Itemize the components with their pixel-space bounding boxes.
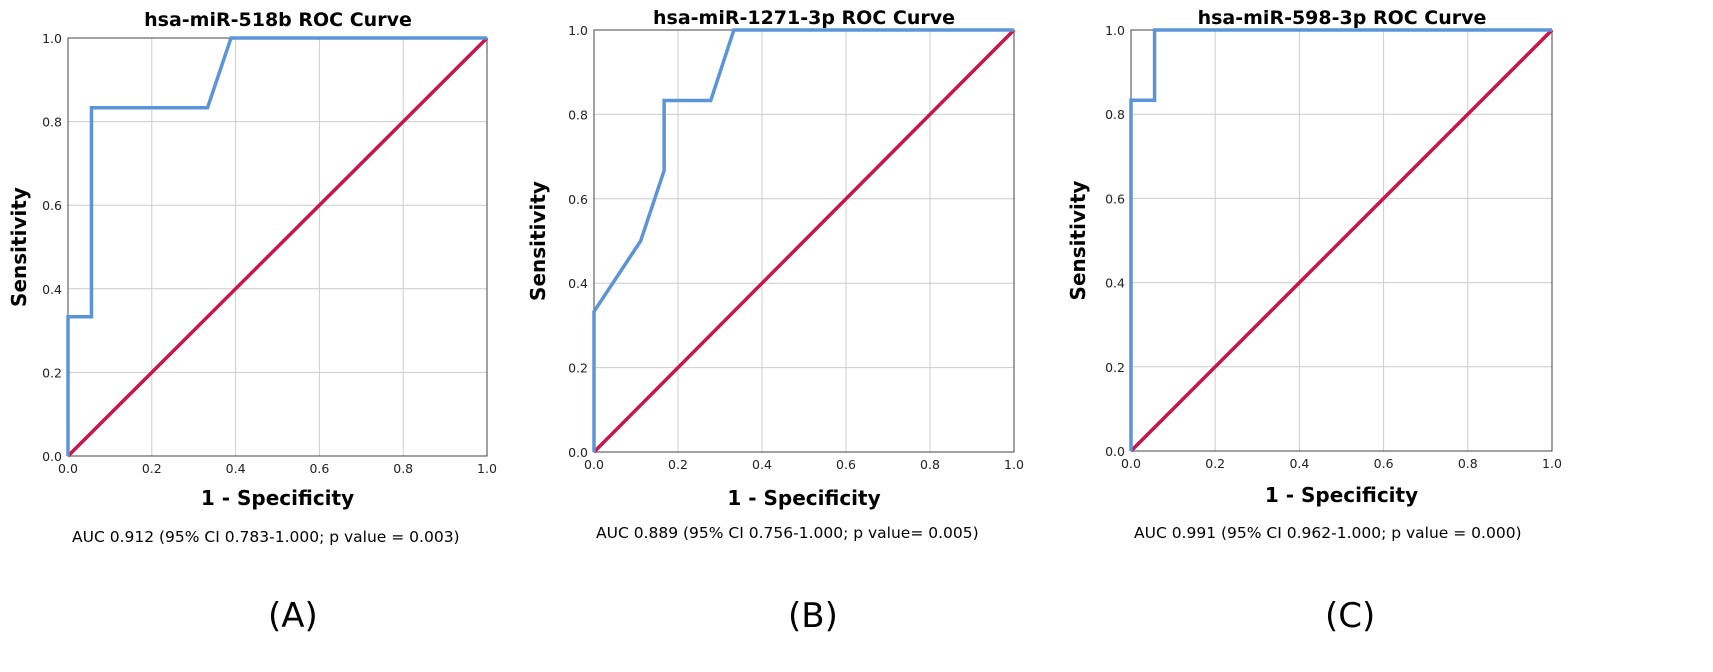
x-tick-label: 1.0: [477, 461, 497, 476]
x-axis-label: 1 - Specificity: [201, 486, 354, 510]
y-tick-label: 0.6: [42, 198, 62, 213]
auc-text: AUC 0.889 (95% CI 0.756-1.000; p value= …: [596, 524, 979, 542]
y-axis-label: Sensitivity: [1066, 181, 1090, 301]
x-tick-label: 0.2: [142, 461, 162, 476]
panel-label: (C): [1325, 596, 1376, 636]
x-axis-label: 1 - Specificity: [1265, 483, 1418, 507]
x-tick-label: 0.4: [1289, 456, 1309, 471]
x-tick-label: 0.0: [58, 461, 78, 476]
x-tick-label: 0.4: [752, 457, 772, 472]
reference-line: [1129, 28, 1554, 453]
auc-text: AUC 0.991 (95% CI 0.962-1.000; p value =…: [1134, 524, 1522, 542]
y-tick-label: 0.6: [568, 192, 588, 207]
y-tick-label: 0.8: [568, 107, 588, 122]
roc-panel-a: 0.0 0.0 0.2 0.2 0.4 0.4 0.6 0.6 0.8 0.8 1.0 1.0 hsa-…: [0, 0, 570, 672]
y-tick-label: 0.8: [1105, 107, 1125, 122]
x-tick-label: 1.0: [1004, 457, 1024, 472]
y-tick-label: 1.0: [1105, 23, 1125, 38]
reference-line: [592, 28, 1016, 454]
chart-title: hsa-miR-598-3p ROC Curve: [1198, 7, 1487, 29]
roc-curve: [1129, 28, 1552, 451]
y-tick-label: 1.0: [42, 31, 62, 46]
y-tick-label: 0.4: [1105, 276, 1125, 291]
y-tick-label: 0.4: [568, 276, 588, 291]
roc-curve: [66, 36, 487, 456]
x-tick-label: 0.2: [668, 457, 688, 472]
panel-label: (A): [268, 596, 318, 636]
x-tick-label: 0.0: [584, 457, 604, 472]
x-tick-label: 0.8: [1458, 456, 1478, 471]
y-tick-label: 0.2: [1105, 360, 1125, 375]
y-tick-label: 1.0: [568, 23, 588, 38]
y-tick-label: 0.4: [42, 282, 62, 297]
roc-curve: [592, 28, 1014, 452]
y-tick-label: 0.0: [42, 449, 62, 464]
x-tick-label: 0.6: [836, 457, 856, 472]
y-tick-label: 0.0: [568, 445, 588, 460]
y-axis-label: Sensitivity: [7, 187, 31, 307]
x-tick-label: 0.0: [1121, 456, 1141, 471]
x-axis-label: 1 - Specificity: [727, 486, 880, 510]
x-tick-label: 0.4: [226, 461, 246, 476]
x-tick-label: 1.0: [1542, 456, 1562, 471]
y-tick-label: 0.8: [42, 115, 62, 130]
chart-title: hsa-miR-1271-3p ROC Curve: [653, 7, 955, 29]
y-tick-label: 0.2: [42, 365, 62, 380]
x-tick-label: 0.8: [393, 461, 413, 476]
x-tick-label: 0.6: [309, 461, 329, 476]
panel-label: (B): [788, 596, 838, 636]
x-tick-label: 0.8: [920, 457, 940, 472]
x-tick-label: 0.2: [1205, 456, 1225, 471]
reference-line: [66, 36, 489, 458]
y-axis-label: Sensitivity: [526, 181, 550, 301]
y-tick-label: 0.0: [1105, 444, 1125, 459]
x-tick-label: 0.6: [1374, 456, 1394, 471]
y-tick-label: 0.2: [568, 361, 588, 376]
chart-title: hsa-miR-518b ROC Curve: [144, 9, 412, 31]
y-tick-label: 0.6: [1105, 191, 1125, 206]
auc-text: AUC 0.912 (95% CI 0.783-1.000; p value =…: [72, 528, 460, 546]
